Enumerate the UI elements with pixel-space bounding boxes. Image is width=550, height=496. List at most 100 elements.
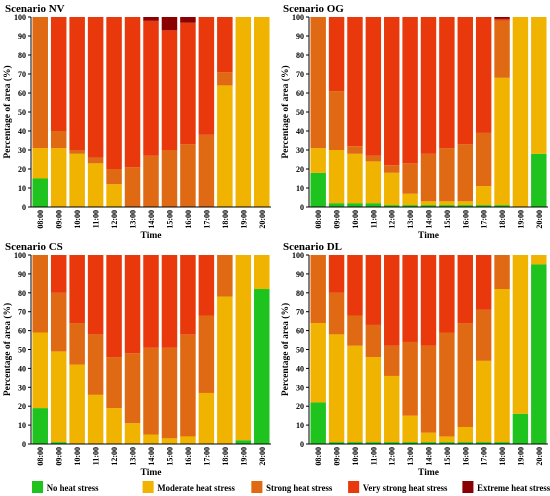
y-tick-label: 50 <box>18 346 26 355</box>
bar-segment-strong-heat-stress <box>310 17 326 149</box>
bar-segment-strong-heat-stress <box>328 91 345 150</box>
bar-segment-very-strong-heat-stress <box>161 255 178 348</box>
bar-segment-very-strong-heat-stress <box>328 17 345 92</box>
bar-segment-moderate-heat-stress <box>365 357 382 443</box>
bar-segment-no-heat-stress <box>347 442 363 444</box>
bar-segment-moderate-heat-stress <box>235 17 252 207</box>
x-tick-label: 20:00 <box>535 447 544 466</box>
x-tick-label: 15:00 <box>443 210 452 229</box>
bar-segment-moderate-heat-stress <box>254 255 270 290</box>
bar-segment-moderate-heat-stress <box>439 436 455 443</box>
x-tick-label: 16:00 <box>461 210 470 229</box>
bar-segment-no-heat-stress <box>402 442 418 444</box>
legend-label-no-heat-stress: No heat stress <box>47 483 99 493</box>
bar-segment-very-strong-heat-stress <box>347 255 363 316</box>
bar-segment-strong-heat-stress <box>217 255 233 297</box>
legend-label-strong-heat-stress: Strong heat stress <box>266 483 333 493</box>
legend-swatch-extreme-heat-stress <box>462 481 474 493</box>
x-tick-label: 16:00 <box>184 447 193 466</box>
y-tick-label: 60 <box>18 327 26 336</box>
y-tick-label: 10 <box>296 184 304 193</box>
bar-segment-very-strong-heat-stress <box>420 255 437 346</box>
x-tick-label: 12:00 <box>388 210 397 229</box>
y-tick-label: 50 <box>296 346 304 355</box>
bar-segment-strong-heat-stress <box>402 163 418 194</box>
bar-segment-moderate-heat-stress <box>420 432 437 443</box>
bar-segment-no-heat-stress <box>420 205 437 207</box>
x-tick-label: 11:00 <box>92 447 101 465</box>
bar-segment-no-heat-stress <box>50 442 67 444</box>
bar-segment-strong-heat-stress <box>347 315 363 346</box>
bar-segment-moderate-heat-stress <box>531 255 547 265</box>
x-tick-label: 17:00 <box>202 447 211 466</box>
bar-segment-moderate-heat-stress <box>310 148 326 173</box>
legend-swatch-no-heat-stress <box>32 481 44 493</box>
chart-title: Scenario CS <box>5 241 63 253</box>
x-tick-label: 18:00 <box>498 447 507 466</box>
x-tick-label: 18:00 <box>221 447 230 466</box>
bar-segment-moderate-heat-stress <box>475 186 492 206</box>
bar-segment-strong-heat-stress <box>50 131 67 149</box>
bar-segment-very-strong-heat-stress <box>384 255 400 346</box>
bar-segment-moderate-heat-stress <box>347 345 363 443</box>
bar-segment-no-heat-stress <box>494 442 510 444</box>
bar-segment-moderate-heat-stress <box>402 193 418 206</box>
bar-segment-moderate-heat-stress <box>328 334 345 443</box>
bar-segment-moderate-heat-stress <box>512 17 529 207</box>
bar-segment-extreme-heat-stress <box>143 17 159 21</box>
bar-segment-strong-heat-stress <box>420 345 437 433</box>
y-tick-label: 30 <box>296 146 304 155</box>
x-tick-label: 08:00 <box>314 447 323 466</box>
y-tick-label: 90 <box>18 32 26 41</box>
y-tick-label: 60 <box>18 89 26 98</box>
bar-segment-very-strong-heat-stress <box>457 255 473 324</box>
x-axis-label: Time <box>141 468 162 478</box>
x-tick-label: 09:00 <box>55 447 64 466</box>
bar-segment-strong-heat-stress <box>69 323 85 365</box>
bar-segment-very-strong-heat-stress <box>475 17 492 133</box>
y-tick-label: 90 <box>296 32 304 41</box>
bar-segment-strong-heat-stress <box>32 255 48 333</box>
x-tick-label: 20:00 <box>258 447 267 466</box>
bar-segment-no-heat-stress <box>365 442 382 444</box>
bar-segment-no-heat-stress <box>384 442 400 444</box>
bar-segment-no-heat-stress <box>512 413 529 444</box>
y-tick-label: 60 <box>296 327 304 336</box>
bar-segment-moderate-heat-stress <box>87 394 104 444</box>
chart-title: Scenario OG <box>283 3 344 15</box>
bar-segment-no-heat-stress <box>439 205 455 207</box>
bar-segment-very-strong-heat-stress <box>384 17 400 166</box>
bar-segment-moderate-heat-stress <box>384 172 400 206</box>
y-tick-label: 40 <box>296 127 304 136</box>
bar-segment-very-strong-heat-stress <box>106 17 122 169</box>
bar-segment-no-heat-stress <box>475 205 492 207</box>
y-tick-label: 20 <box>18 165 26 174</box>
bar-segment-no-heat-stress <box>32 178 48 207</box>
bar-segment-extreme-heat-stress <box>180 17 196 23</box>
x-tick-label: 08:00 <box>36 447 45 466</box>
bar-segment-moderate-heat-stress <box>512 255 529 414</box>
bar-segment-no-heat-stress <box>235 440 252 444</box>
y-tick-label: 100 <box>14 13 26 22</box>
bar-segment-no-heat-stress <box>384 205 400 207</box>
bar-segment-very-strong-heat-stress <box>365 17 382 156</box>
y-tick-label: 30 <box>18 383 26 392</box>
x-tick-label: 08:00 <box>36 210 45 229</box>
bar-segment-very-strong-heat-stress <box>198 17 215 135</box>
bar-segment-very-strong-heat-stress <box>328 255 345 293</box>
x-tick-label: 09:00 <box>333 447 342 466</box>
bar-segment-moderate-heat-stress <box>106 184 122 207</box>
bar-segment-strong-heat-stress <box>161 347 178 439</box>
bar-segment-moderate-heat-stress <box>69 364 85 444</box>
bar-segment-very-strong-heat-stress <box>180 255 196 335</box>
bar-segment-moderate-heat-stress <box>347 153 363 204</box>
bar-segment-no-heat-stress <box>457 442 473 444</box>
bar-segment-no-heat-stress <box>328 442 345 444</box>
x-tick-label: 16:00 <box>184 210 193 229</box>
bar-segment-very-strong-heat-stress <box>180 22 196 145</box>
x-tick-label: 12:00 <box>388 447 397 466</box>
bar-segment-moderate-heat-stress <box>494 289 510 443</box>
bar-segment-no-heat-stress <box>254 289 270 444</box>
bar-segment-no-heat-stress <box>475 442 492 444</box>
bar-segment-very-strong-heat-stress <box>420 17 437 154</box>
